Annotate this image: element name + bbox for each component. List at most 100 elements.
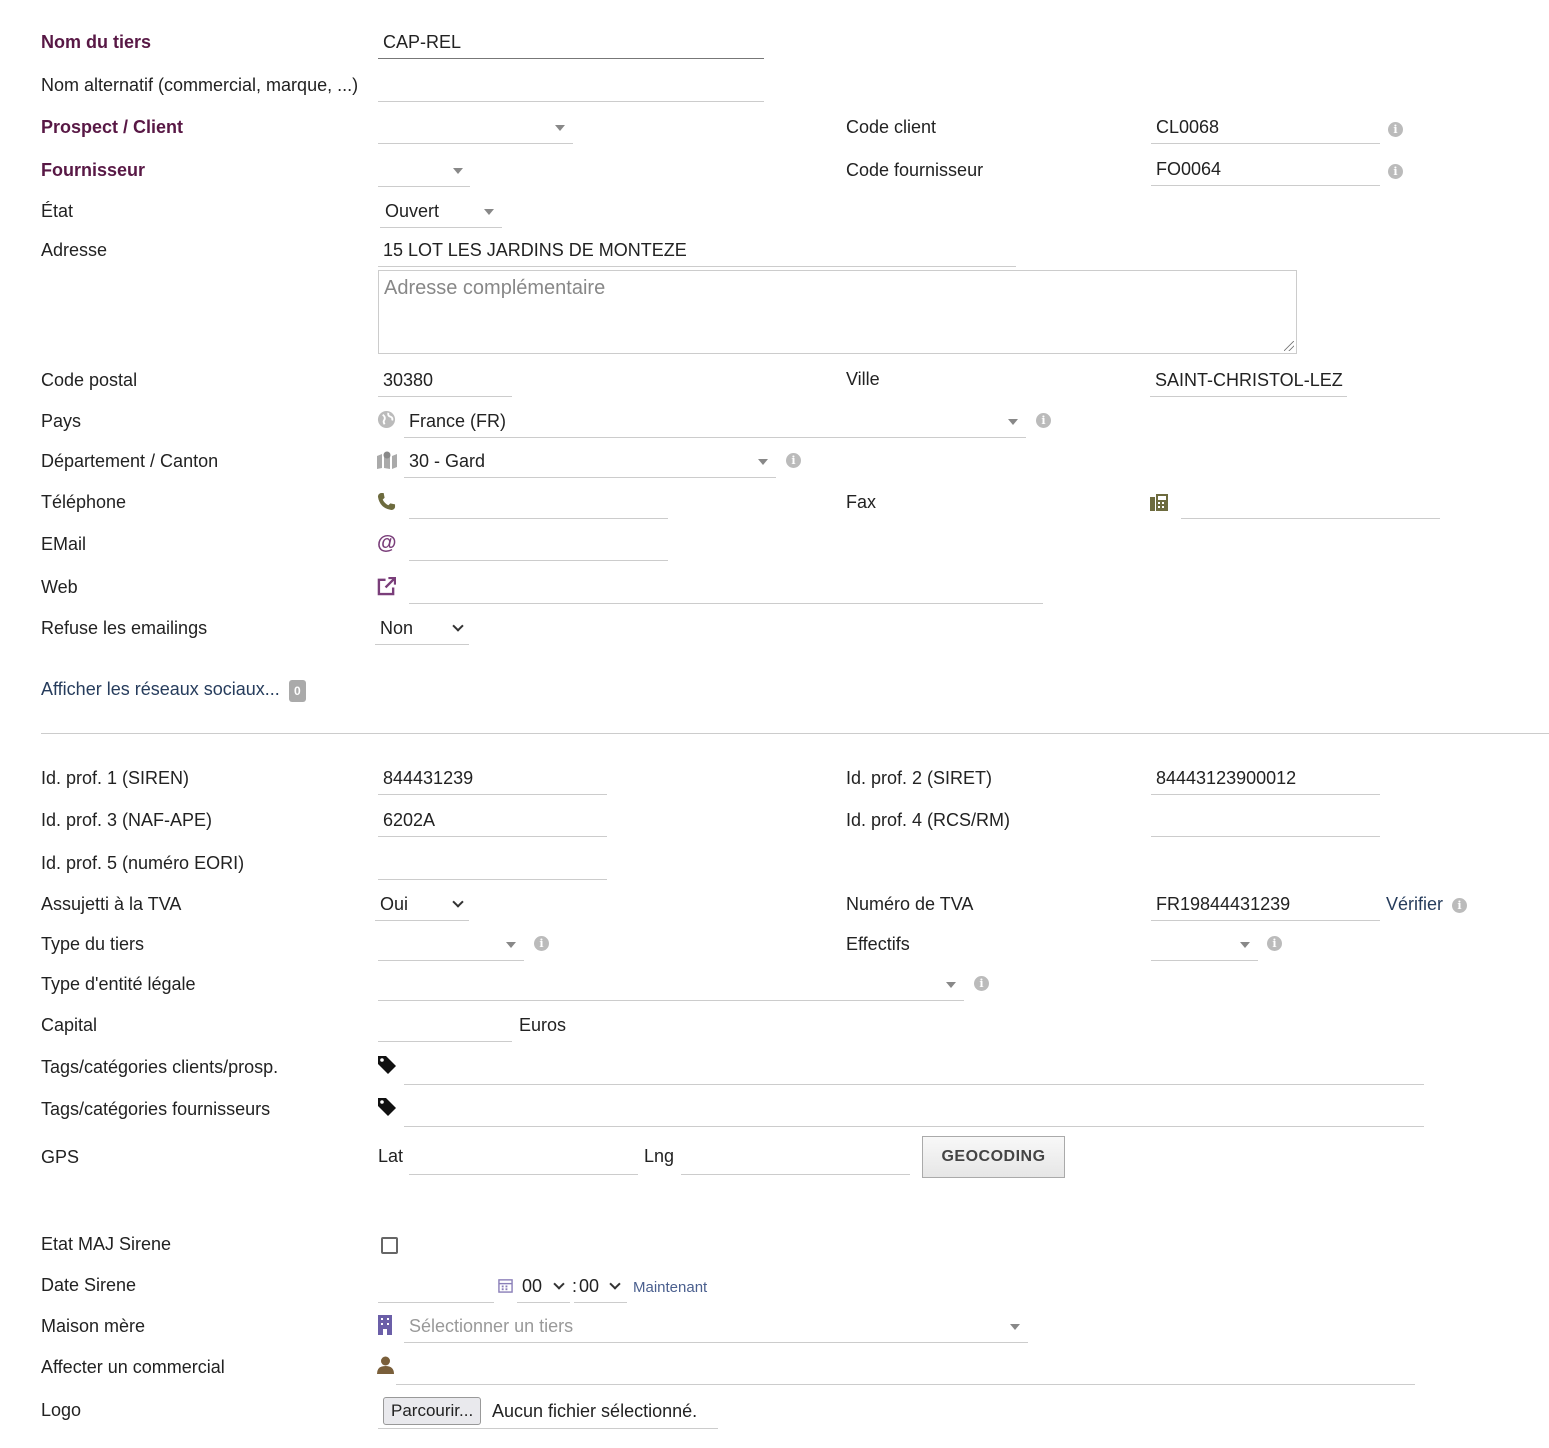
adresse-complementaire-textarea[interactable]: Adresse complémentaire [378,270,1297,354]
info-icon: i [1036,413,1051,428]
label-lng: Lng [644,1146,675,1166]
label-code-client: Code client [846,117,937,137]
effectifs-select[interactable] [1151,927,1258,961]
idprof1-input[interactable]: 844431239 [378,761,607,795]
code-client-input[interactable]: CL0068 [1151,110,1380,144]
label-adresse: Adresse [41,240,108,260]
fax-icon [1150,494,1168,511]
prospect-client-select[interactable] [378,110,573,144]
chevron-down-icon [1240,942,1250,948]
capital-unit: Euros [519,1015,567,1035]
label-maison-mere: Maison mère [41,1316,146,1336]
verify-vat-link[interactable]: Vérifier [1386,894,1444,914]
commercial-select[interactable] [396,1351,1415,1385]
label-effectifs: Effectifs [846,934,910,954]
chevron-down-icon [946,982,956,988]
tags-clients-input[interactable] [404,1051,1424,1085]
type-entite-select[interactable] [378,967,964,1001]
date-sirene-input[interactable] [378,1269,494,1303]
label-assujetti-tva: Assujetti à la TVA [41,894,182,914]
etat-maj-sirene-checkbox[interactable] [381,1237,398,1254]
chevron-down-icon [555,125,565,131]
date-sirene-hour-select[interactable]: 00 [517,1269,570,1303]
adresse-complementaire-placeholder: Adresse complémentaire [384,277,606,299]
email-input[interactable] [409,527,668,561]
label-etat: État [41,201,74,221]
adresse-input[interactable]: 15 LOT LES JARDINS DE MONTEZE [378,233,1016,267]
chevron-down-icon [453,168,463,174]
info-icon: i [1388,164,1403,179]
chevron-down-icon [506,942,516,948]
fax-input[interactable] [1181,485,1440,519]
chevron-down-icon [1010,1324,1020,1330]
maison-mere-select[interactable]: Sélectionner un tiers [404,1309,1028,1343]
idprof5-input[interactable] [378,846,607,880]
idprof3-input[interactable]: 6202A [378,803,607,837]
nom-tiers-input[interactable]: CAP-REL [378,25,764,59]
label-tags-fournisseurs: Tags/catégories fournisseurs [41,1099,271,1119]
calendar-icon[interactable] [498,1278,513,1293]
departement-select[interactable]: 30 - Gard [404,444,776,478]
resize-handle-icon[interactable] [1284,341,1294,351]
external-link-icon [377,577,396,596]
time-separator: : [572,1276,578,1296]
refuse-emailings-select[interactable]: Non [375,611,469,645]
idprof4-input[interactable] [1151,803,1380,837]
label-code-postal: Code postal [41,370,138,390]
label-idprof1: Id. prof. 1 (SIREN) [41,768,190,788]
label-etat-maj-sirene: Etat MAJ Sirene [41,1234,172,1254]
web-input[interactable] [409,570,1043,604]
info-icon: i [786,453,801,468]
label-fournisseur: Fournisseur [41,160,146,180]
label-tags-clients: Tags/catégories clients/prosp. [41,1057,279,1077]
label-gps: GPS [41,1147,80,1167]
tag-icon [378,1098,396,1116]
phone-icon [377,492,396,511]
logo-file-status: Aucun fichier sélectionné. [492,1401,698,1421]
code-fournisseur-input[interactable]: FO0064 [1151,152,1380,186]
label-type-tiers: Type du tiers [41,934,145,954]
telephone-input[interactable] [409,485,668,519]
label-lat: Lat [378,1146,404,1166]
chevron-down-icon [758,459,768,465]
info-icon: i [1267,936,1282,951]
etat-select[interactable]: Ouvert [380,194,502,228]
label-refuse-emailings: Refuse les emailings [41,618,208,638]
capital-input[interactable] [378,1008,512,1042]
label-prospect-client: Prospect / Client [41,117,184,137]
info-icon: i [974,976,989,991]
now-link[interactable]: Maintenant [633,1279,708,1296]
label-nom-alternatif: Nom alternatif (commercial, marque, ...) [41,75,359,95]
idprof2-input[interactable]: 84443123900012 [1151,761,1380,795]
label-date-sirene: Date Sirene [41,1275,137,1295]
label-nom-tiers: Nom du tiers [41,32,152,52]
label-departement: Département / Canton [41,451,219,471]
label-code-fournisseur: Code fournisseur [846,160,984,180]
tags-fournisseurs-input[interactable] [404,1093,1424,1127]
map-icon [377,451,397,469]
longitude-input[interactable] [681,1141,910,1175]
globe-icon [377,410,396,429]
tag-icon [378,1056,396,1074]
ville-input[interactable]: SAINT-CHRISTOL-LEZ [1150,363,1347,397]
assujetti-tva-select[interactable]: Oui [375,887,469,921]
label-telephone: Téléphone [41,492,127,512]
date-sirene-minute-select[interactable]: 00 [574,1269,627,1303]
latitude-input[interactable] [409,1141,638,1175]
logo-file-input[interactable] [378,1395,718,1429]
info-icon: i [534,936,549,951]
section-divider [41,733,1549,734]
code-postal-input[interactable]: 30380 [378,363,512,397]
type-tiers-select[interactable] [378,927,524,961]
label-type-entite: Type d'entité légale [41,974,196,994]
browse-button[interactable]: Parcourir... [383,1397,482,1425]
nom-alternatif-input[interactable] [378,68,764,102]
label-ville: Ville [846,369,880,389]
label-affecter-commercial: Affecter un commercial [41,1357,225,1377]
geocoding-button[interactable]: GEOCODING [922,1136,1065,1178]
social-networks-link[interactable]: Afficher les réseaux sociaux... [41,679,280,699]
pays-select[interactable]: France (FR) [404,404,1026,438]
fournisseur-select[interactable] [378,153,470,187]
numero-tva-input[interactable]: FR19844431239 [1151,887,1380,921]
label-idprof4: Id. prof. 4 (RCS/RM) [846,810,1011,830]
